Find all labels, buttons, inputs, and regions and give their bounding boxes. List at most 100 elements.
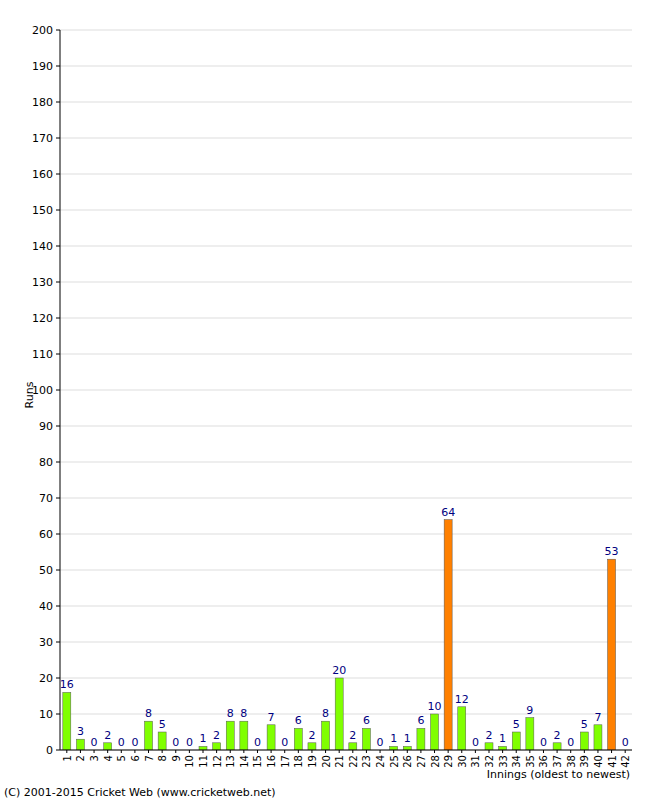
x-tick-label: 35 [525,755,536,768]
grid-line [60,210,632,211]
bar [104,743,112,750]
y-tick-label: 120 [32,312,53,325]
grid-line [60,30,632,31]
bar [580,732,588,750]
x-tick-label: 38 [566,755,577,768]
tick-mark [448,750,449,753]
grid-line [60,390,632,391]
data-label: 53 [605,545,619,558]
tick-mark [420,750,421,753]
tick-mark [56,66,60,67]
tick-mark [380,750,381,753]
grid-line [60,138,632,139]
tick-mark [56,750,60,751]
tick-mark [298,750,299,753]
x-tick-label: 31 [470,755,481,768]
tick-mark [543,750,544,753]
x-tick-label: 32 [484,755,495,768]
tick-mark [80,750,81,753]
bar [294,728,302,750]
data-label: 6 [363,714,370,727]
bar [458,707,466,750]
x-tick-label: 33 [498,755,509,768]
x-tick-label: 41 [607,755,618,768]
tick-mark [162,750,163,753]
grid-line [60,102,632,103]
y-tick-label: 140 [32,240,53,253]
bar [335,678,343,750]
tick-mark [243,750,244,753]
tick-mark [56,30,60,31]
grid-line [60,678,632,679]
x-tick-label: 42 [620,755,631,768]
data-label: 0 [281,736,288,749]
x-tick-label: 20 [321,755,332,768]
x-tick-label: 16 [266,755,277,768]
data-label: 5 [581,718,588,731]
bars [63,520,616,750]
y-tick-label: 60 [39,528,53,541]
data-label: 0 [254,736,261,749]
x-tick-label: 3 [89,755,100,761]
bar [431,714,439,750]
tick-mark [107,750,108,753]
tick-mark [56,570,60,571]
bar [63,692,71,750]
tick-mark [56,390,60,391]
bar [417,728,425,750]
data-label: 1 [390,732,397,745]
grid-line [60,66,632,67]
x-tick-label: 25 [389,755,400,768]
data-label: 1 [200,732,207,745]
x-tick-label: 2 [75,755,86,761]
x-tick-label: 8 [157,755,168,761]
grid-line [60,282,632,283]
grid-line [60,498,632,499]
data-label: 6 [417,714,424,727]
x-tick-label: 19 [307,755,318,768]
x-tick-label: 28 [430,755,441,768]
data-label: 0 [131,736,138,749]
data-label: 2 [104,729,111,742]
data-label: 1 [404,732,411,745]
x-tick-label: 21 [334,755,345,768]
tick-mark [216,750,217,753]
x-tick-label: 4 [103,755,114,761]
x-tick-label: 1 [62,755,73,761]
bar [485,743,493,750]
grid-line [60,570,632,571]
y-tick-label: 30 [39,636,53,649]
grid-line [60,642,632,643]
tick-mark [66,750,67,753]
data-label: 9 [526,704,533,717]
tick-mark [56,462,60,463]
data-label: 64 [441,506,455,519]
tick-mark [366,750,367,753]
bar [213,743,221,750]
tick-mark [311,750,312,753]
tick-mark [393,750,394,753]
data-label: 1 [499,732,506,745]
tick-mark [56,102,60,103]
x-tick-label: 6 [130,755,141,761]
x-tick-label: 39 [579,755,590,768]
tick-mark [189,750,190,753]
chart: 0102030405060708090100110120130140150160… [0,0,650,800]
tick-mark [284,750,285,753]
data-label: 3 [77,725,84,738]
bar [362,728,370,750]
data-label: 0 [472,736,479,749]
data-label: 8 [240,707,247,720]
x-tick-label: 24 [375,755,386,768]
y-tick-label: 160 [32,168,53,181]
x-tick-label: 11 [198,755,209,768]
bar [322,721,330,750]
tick-mark [56,174,60,175]
grid-line [60,426,632,427]
x-tick-label: 22 [348,755,359,768]
x-tick-label: 14 [239,755,250,768]
tick-mark [56,426,60,427]
tick-mark [56,210,60,211]
tick-mark [325,750,326,753]
tick-mark [611,750,612,753]
